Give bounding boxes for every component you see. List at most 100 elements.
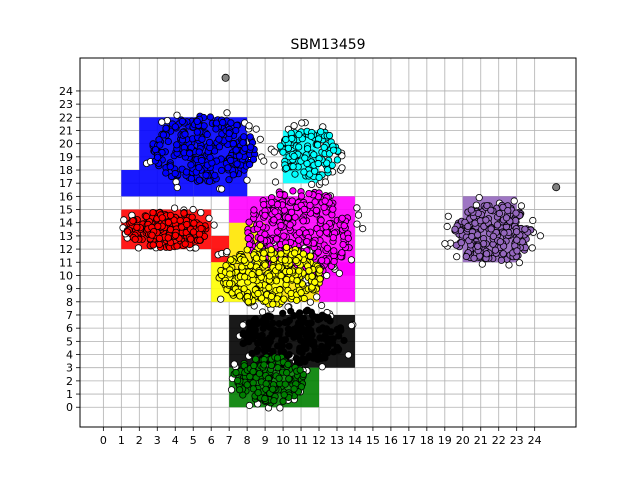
- cluster-point: [301, 154, 309, 162]
- cluster-point: [295, 143, 303, 151]
- cluster-point: [226, 270, 234, 278]
- cluster-point: [323, 343, 331, 351]
- cluster-point: [311, 278, 319, 286]
- cluster-point: [275, 374, 283, 382]
- cluster-point: [238, 263, 246, 271]
- y-tick-label: 16: [59, 190, 73, 203]
- cluster-point: [280, 295, 288, 303]
- cluster-point: [232, 146, 240, 154]
- cluster-point: [279, 397, 287, 405]
- outlier-point: [318, 363, 326, 371]
- cluster-point: [267, 292, 276, 301]
- x-tick-label: 17: [402, 434, 416, 447]
- x-tick-label: 8: [244, 434, 251, 447]
- cluster-point: [252, 318, 260, 326]
- cluster-point: [329, 234, 337, 242]
- cluster-point: [289, 187, 297, 195]
- cluster-point: [269, 300, 277, 308]
- cluster-point: [229, 171, 237, 179]
- outlier-point: [260, 157, 268, 165]
- cluster-point: [288, 197, 296, 205]
- cluster-point: [284, 360, 292, 368]
- cluster-point: [218, 166, 226, 174]
- cluster-point: [330, 348, 338, 356]
- x-tick-label: 9: [262, 434, 269, 447]
- cluster-point: [336, 324, 345, 332]
- cluster-point: [198, 156, 206, 165]
- cluster-point: [291, 249, 299, 257]
- y-tick-label: 11: [59, 256, 73, 269]
- cluster-point: [131, 235, 139, 243]
- cluster-point: [277, 221, 285, 230]
- y-tick-label: 3: [66, 362, 73, 375]
- cluster-point: [156, 240, 164, 248]
- cluster-point: [310, 151, 318, 159]
- cluster-point: [240, 339, 248, 347]
- cluster-point: [295, 347, 304, 355]
- outlier-point: [217, 295, 225, 303]
- cluster-point: [317, 354, 326, 362]
- cluster-point: [300, 294, 308, 303]
- cluster-point: [474, 242, 482, 250]
- cluster-point: [269, 385, 277, 393]
- cluster-point: [280, 391, 288, 399]
- cluster-point: [295, 309, 304, 317]
- cluster-point: [296, 366, 304, 374]
- cluster-point: [261, 211, 269, 219]
- cluster-point: [240, 133, 248, 141]
- cluster-point: [291, 170, 299, 178]
- outlier-point: [173, 183, 181, 192]
- cluster-point: [215, 143, 224, 151]
- outlier-point: [354, 211, 363, 219]
- cluster-point: [314, 141, 322, 149]
- x-tick-label: 19: [438, 434, 452, 447]
- x-tick-label: 15: [366, 434, 380, 447]
- cluster-point: [296, 358, 304, 366]
- cluster-point: [299, 250, 307, 258]
- cluster-point: [344, 234, 352, 242]
- cluster-point: [285, 375, 293, 383]
- cluster-point: [288, 134, 296, 143]
- cluster-point: [267, 361, 275, 369]
- data-points: [119, 73, 561, 412]
- outlier-point: [323, 271, 331, 280]
- cluster-point: [321, 197, 329, 205]
- y-tick-label: 9: [66, 283, 73, 296]
- outlier-point: [245, 401, 254, 410]
- cluster-point: [513, 236, 521, 244]
- cluster-point: [285, 342, 293, 350]
- y-tick-label: 2: [66, 375, 73, 388]
- cluster-point: [178, 117, 186, 126]
- cluster-point: [265, 283, 273, 292]
- x-tick-label: 14: [348, 434, 362, 447]
- cluster-point: [311, 198, 319, 206]
- cluster-point: [215, 135, 223, 143]
- outlier-point: [344, 351, 352, 359]
- y-tick-label: 22: [59, 111, 73, 124]
- cluster-point: [304, 336, 313, 344]
- outlier-point: [271, 178, 280, 186]
- cluster-point: [250, 206, 258, 214]
- cluster-point: [277, 272, 285, 280]
- cluster-point: [338, 214, 346, 222]
- cluster-point: [299, 317, 307, 325]
- cluster-point: [513, 247, 521, 255]
- cluster-point: [260, 201, 268, 209]
- cluster-point: [182, 168, 191, 176]
- cluster-point: [318, 256, 326, 264]
- cluster-point: [468, 232, 476, 241]
- outlier-point: [359, 225, 367, 233]
- outlier-point: [444, 212, 452, 220]
- y-tick-label: 12: [59, 243, 73, 256]
- cluster-point: [276, 190, 284, 198]
- cluster-cell-block: [121, 170, 194, 197]
- cluster-point: [257, 235, 265, 243]
- cluster-point: [284, 144, 292, 152]
- cluster-point: [329, 205, 337, 213]
- cluster-point: [261, 261, 269, 269]
- cluster-point: [281, 256, 289, 264]
- cluster-point: [339, 241, 347, 249]
- cluster-point: [255, 220, 264, 228]
- cluster-point: [176, 216, 184, 225]
